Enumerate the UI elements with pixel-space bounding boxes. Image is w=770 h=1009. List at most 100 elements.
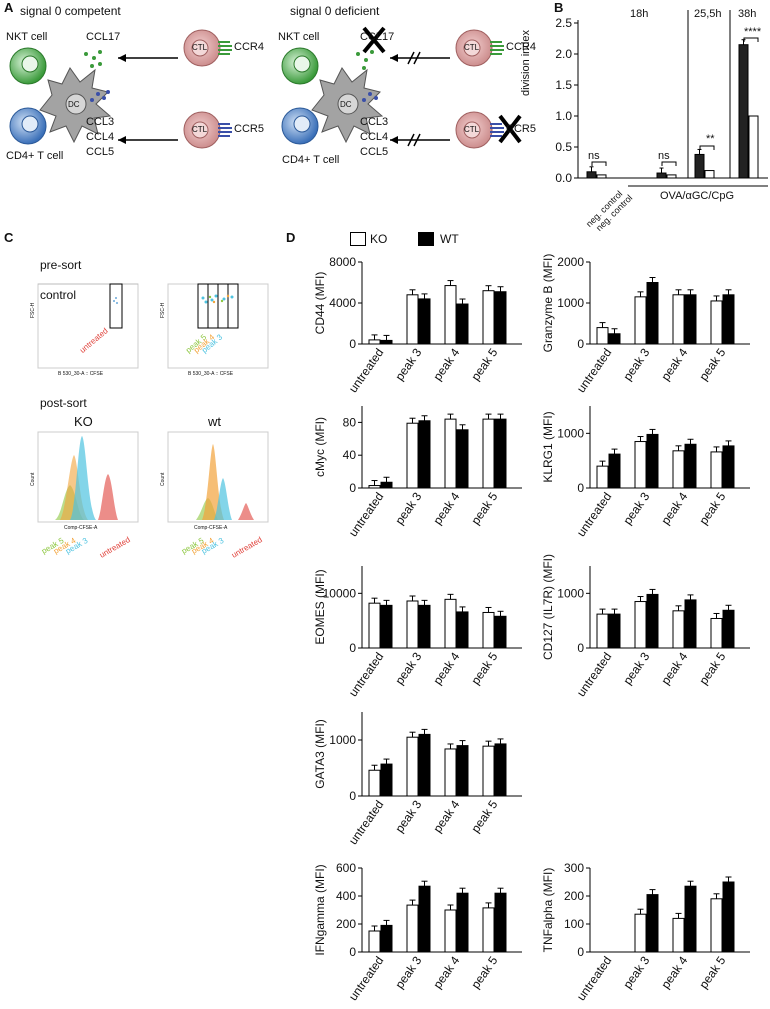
bar-ko bbox=[444, 418, 457, 489]
x-mark-ccr5 bbox=[498, 114, 522, 144]
category-label: untreated bbox=[574, 346, 615, 396]
bar-ko bbox=[406, 600, 419, 649]
category-label: peak 4 bbox=[430, 649, 462, 687]
category-label: peak 5 bbox=[468, 649, 500, 687]
bar-ko bbox=[710, 617, 723, 649]
tick-label: 100 bbox=[564, 917, 584, 931]
category-label: peak 4 bbox=[658, 489, 690, 527]
tick-label: 0 bbox=[577, 945, 584, 959]
bar-wt bbox=[608, 333, 621, 345]
bar-ko bbox=[444, 909, 457, 953]
tick-label: 10000 bbox=[323, 586, 357, 600]
tick-label: 80 bbox=[343, 415, 357, 429]
bar-wt bbox=[418, 885, 431, 953]
sig-4star: **** bbox=[744, 26, 762, 38]
tick-label: 400 bbox=[336, 889, 356, 903]
ccl5-label-right: CCL5 bbox=[360, 146, 389, 158]
gate-control bbox=[109, 283, 123, 329]
nkt-label-left: NKT cell bbox=[6, 31, 48, 43]
b-bracket bbox=[743, 37, 759, 42]
category-label: untreated bbox=[346, 490, 387, 540]
wt-label: wt bbox=[208, 414, 221, 429]
xaxis-c3: Comp-CFSE-A bbox=[64, 525, 98, 531]
ctl-cell-right-2 bbox=[455, 111, 493, 149]
bar-wt bbox=[380, 604, 393, 649]
category-label: peak 3 bbox=[392, 649, 424, 687]
category-label: peak 3 bbox=[392, 489, 424, 527]
ns-2: ns bbox=[658, 150, 670, 162]
panel-a-diagram bbox=[9, 26, 522, 149]
bar-wt bbox=[722, 881, 735, 953]
bar-wt bbox=[494, 615, 507, 649]
ccl4-label-left: CCL4 bbox=[86, 131, 115, 143]
panel-b-label: B bbox=[554, 0, 564, 15]
category-label: peak 3 bbox=[620, 489, 652, 527]
panel-c-label: C bbox=[4, 230, 14, 245]
category-label: peak 4 bbox=[658, 953, 690, 991]
bar-ko bbox=[672, 917, 685, 953]
y-axis-label: KLRG1 (MFI) bbox=[541, 411, 555, 482]
bar-wt bbox=[494, 418, 507, 489]
category-label: untreated bbox=[574, 490, 615, 540]
ctl-label-1: CTL bbox=[192, 43, 208, 52]
tick-label: 200 bbox=[336, 917, 356, 931]
legend-wt-swatch bbox=[418, 232, 434, 246]
category-label: peak 4 bbox=[658, 345, 690, 383]
category-label: peak 5 bbox=[468, 797, 500, 835]
b-tick-label: 2.0 bbox=[555, 47, 572, 61]
category-label: peak 5 bbox=[696, 489, 728, 527]
b-group-label: OVA/αGC/CpG bbox=[660, 190, 735, 202]
tick-label: 200 bbox=[564, 889, 584, 903]
tick-label: 300 bbox=[564, 861, 584, 875]
cd4-label-right: CD4+ T cell bbox=[282, 154, 340, 166]
ccl17-label-left: CCL17 bbox=[86, 31, 121, 43]
bar-ko bbox=[596, 327, 609, 345]
ko-label: KO bbox=[74, 414, 93, 429]
category-label: untreated bbox=[346, 798, 387, 848]
ctl-label-4: CTL bbox=[464, 125, 480, 134]
bar-ko bbox=[368, 769, 381, 797]
bar-ko bbox=[444, 748, 457, 797]
bar-wt bbox=[418, 604, 431, 649]
bar-ko bbox=[444, 598, 457, 649]
bar-wt bbox=[608, 613, 621, 649]
ns-1: ns bbox=[588, 150, 600, 162]
b-tick-label: 0.0 bbox=[555, 171, 572, 185]
category-label: peak 4 bbox=[430, 953, 462, 991]
ccr5-label-right: CCR5 bbox=[506, 123, 536, 135]
sig-2star: ** bbox=[706, 133, 715, 145]
division-index-chart: 0.0 0.5 1.0 1.5 2.0 2.5 bbox=[555, 10, 768, 187]
bar-wt bbox=[418, 420, 431, 489]
tick-label: 1000 bbox=[557, 426, 584, 440]
tick-label: 8000 bbox=[329, 255, 356, 269]
b-bar-open bbox=[666, 174, 677, 179]
category-label: peak 5 bbox=[696, 953, 728, 991]
bar-ko bbox=[634, 913, 647, 953]
tick-label: 1000 bbox=[557, 296, 584, 310]
nkt-label-right: NKT cell bbox=[278, 31, 320, 43]
bar-wt bbox=[646, 894, 659, 953]
bar-wt bbox=[456, 429, 469, 489]
bar-wt bbox=[380, 924, 393, 953]
bar-ko bbox=[634, 296, 647, 345]
bar-wt bbox=[646, 593, 659, 649]
bar-wt bbox=[456, 303, 469, 345]
ccr4-label-left: CCR4 bbox=[234, 41, 264, 53]
bar-ko bbox=[596, 613, 609, 649]
b-bar-open bbox=[596, 174, 607, 179]
y-axis-label: IFNgamma (MFI) bbox=[313, 864, 327, 955]
category-label: untreated bbox=[574, 954, 615, 1004]
category-label: peak 3 bbox=[392, 953, 424, 991]
legend-wt: WT bbox=[440, 232, 459, 246]
gate-4 bbox=[227, 283, 239, 329]
b-bracket bbox=[661, 161, 677, 166]
legend-ko: KO bbox=[370, 232, 388, 246]
bar-wt bbox=[494, 291, 507, 345]
cd4-cell-right bbox=[281, 107, 319, 145]
bar-wt bbox=[684, 885, 697, 953]
right-title: signal 0 deficient bbox=[290, 4, 380, 18]
